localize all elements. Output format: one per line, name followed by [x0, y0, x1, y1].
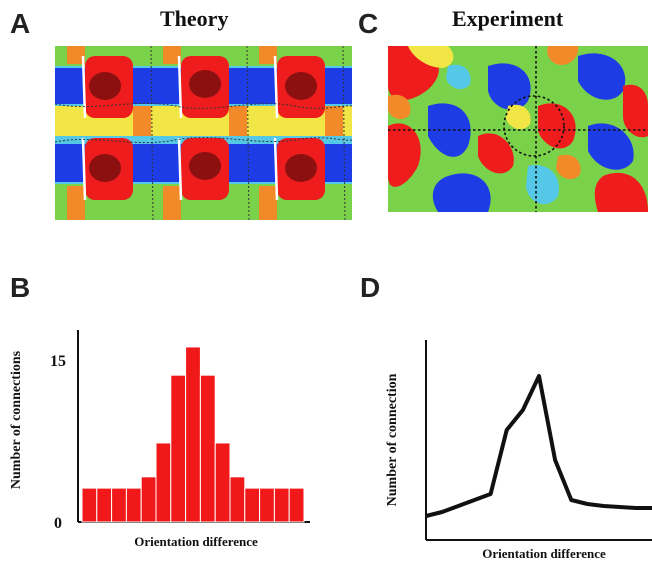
chart-b-bar [244, 487, 261, 523]
chart-b-bar [81, 487, 98, 523]
chart-b-xlabel: Orientation difference [134, 534, 258, 549]
chart-d-series-line [425, 374, 652, 518]
chart-b-bar [170, 374, 187, 523]
theory-map-svg [55, 46, 352, 220]
chart-b-bar [185, 346, 201, 523]
chart-b-bar [125, 487, 142, 523]
chart-b-ytick-0: 0 [54, 515, 62, 532]
theory-orientation-map [55, 46, 352, 220]
chart-b-bar [140, 476, 157, 523]
panel-letter-a: A [10, 8, 31, 39]
chart-d-line: Number of connection Orientation differe… [385, 340, 652, 561]
chart-b-histogram: Number of connections 15 0 Orientation d… [9, 330, 310, 549]
panel-letter-b: B [10, 272, 31, 303]
chart-b-ytick-15: 15 [50, 353, 66, 370]
experiment-orientation-map [388, 46, 648, 212]
panel-title-experiment: Experiment [452, 6, 564, 31]
chart-b-bar [214, 442, 231, 523]
chart-b-ylabel: Number of connections [9, 350, 24, 489]
chart-b-bar [111, 487, 127, 523]
chart-d-xlabel: Orientation difference [482, 546, 606, 561]
panel-letter-d: D [360, 272, 381, 303]
chart-b-bar [229, 476, 246, 523]
chart-b-bar [259, 487, 275, 523]
panel-title-theory: Theory [160, 6, 229, 31]
chart-b-bar [155, 442, 172, 523]
experiment-map-svg [388, 46, 648, 212]
chart-b-bar [199, 374, 216, 523]
panel-letter-c: C [358, 8, 379, 39]
chart-b-bar [288, 487, 305, 523]
chart-b-bar [273, 487, 290, 523]
chart-b-bar [96, 487, 113, 523]
chart-d-ylabel: Number of connection [385, 373, 400, 506]
